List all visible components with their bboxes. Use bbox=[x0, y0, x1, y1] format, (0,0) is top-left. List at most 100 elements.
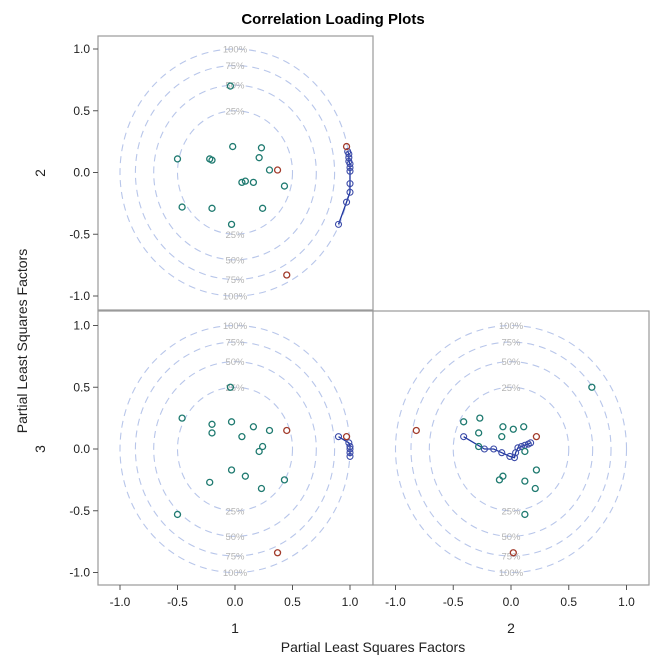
predictor-point bbox=[265, 166, 274, 174]
panel-frame bbox=[97, 35, 374, 311]
observation-point bbox=[346, 167, 354, 175]
circle-label-50pct: 50% bbox=[225, 81, 245, 92]
circle-label-50pct: 50% bbox=[225, 532, 245, 543]
predictor-point bbox=[208, 429, 216, 437]
predictor-point bbox=[475, 429, 483, 437]
circle-label-75pct: 75% bbox=[501, 551, 521, 562]
predictor-point bbox=[227, 220, 236, 229]
predictor-point bbox=[241, 177, 250, 185]
circle-label-100pct: 100% bbox=[499, 321, 524, 332]
x-tick-label: 1.0 bbox=[618, 595, 635, 609]
circle-label-100pct: 100% bbox=[499, 568, 524, 579]
predictor-point bbox=[226, 82, 235, 90]
predictor-point bbox=[509, 425, 517, 433]
circle-label-50pct: 50% bbox=[501, 532, 521, 543]
predictor-point bbox=[227, 418, 236, 426]
circle-label-25pct: 25% bbox=[501, 506, 521, 517]
circle-label-100pct: 100% bbox=[223, 292, 248, 303]
predictor-point bbox=[227, 466, 236, 474]
col-label-factor-1: 1 bbox=[231, 620, 239, 636]
predictor-point bbox=[521, 477, 529, 485]
x-tick-label: -0.5 bbox=[167, 595, 188, 609]
observation-point bbox=[346, 452, 354, 460]
x-tick-label: 0.5 bbox=[284, 595, 301, 609]
observation-point bbox=[346, 449, 354, 457]
predictor-point bbox=[588, 383, 596, 391]
observation-point bbox=[517, 442, 525, 451]
y-tick-label: 1.0 bbox=[73, 42, 90, 56]
predictor-point bbox=[531, 484, 539, 493]
observation-point bbox=[514, 444, 522, 452]
observation-point bbox=[344, 147, 352, 156]
row-label-factor-2: 2 bbox=[32, 169, 48, 177]
predictor-point bbox=[521, 447, 529, 456]
predictor-point bbox=[280, 476, 289, 484]
circle-label-75pct: 75% bbox=[501, 338, 521, 349]
predictor-point bbox=[208, 204, 216, 212]
col-label-factor-2: 2 bbox=[507, 620, 515, 636]
predictor-point bbox=[226, 383, 235, 391]
predictor-point bbox=[208, 156, 216, 164]
predictor-point bbox=[238, 178, 246, 187]
circle-label-75pct: 75% bbox=[225, 61, 245, 72]
variance-circle-50pct bbox=[153, 84, 317, 261]
response-point bbox=[412, 426, 420, 435]
predictor-point bbox=[520, 423, 528, 431]
response-point bbox=[283, 271, 291, 279]
predictor-point bbox=[255, 447, 263, 456]
predictor-point bbox=[532, 466, 541, 474]
variance-circle-25pct bbox=[176, 110, 294, 235]
observation-point bbox=[480, 445, 488, 453]
observation-point bbox=[334, 433, 343, 441]
panel-frame bbox=[97, 310, 374, 586]
circle-label-25pct: 25% bbox=[225, 106, 245, 117]
circle-label-100pct: 100% bbox=[223, 45, 248, 56]
predictor-point bbox=[258, 204, 267, 212]
y-tick-label: 1.0 bbox=[73, 319, 90, 333]
observation-point bbox=[527, 439, 535, 447]
predictor-point bbox=[238, 432, 246, 441]
variance-circle-75pct bbox=[134, 341, 336, 557]
y-tick-label: -0.5 bbox=[69, 227, 90, 241]
variance-circle-50pct bbox=[428, 361, 594, 537]
row-label-factor-3: 3 bbox=[32, 445, 48, 453]
response-point bbox=[283, 426, 291, 435]
predictor-point bbox=[206, 478, 214, 486]
circle-label-25pct: 25% bbox=[225, 383, 245, 394]
y-tick-label: 0.5 bbox=[73, 104, 90, 118]
predictor-point bbox=[208, 420, 216, 428]
observation-point bbox=[498, 449, 506, 457]
observation-point bbox=[346, 188, 354, 196]
y-tick-label: -1.0 bbox=[69, 289, 90, 303]
observation-point bbox=[346, 445, 354, 453]
panel-factor-1-vs-2: 100% 100% 75% 75% 50% 50% 25% 25% -1.0 -0.5 0.0 0.5… bbox=[69, 35, 374, 311]
y-tick-label: 0.5 bbox=[73, 380, 90, 394]
predictor-point bbox=[495, 476, 504, 484]
predictor-point bbox=[498, 432, 506, 441]
circle-label-75pct: 75% bbox=[225, 338, 245, 349]
predictor-point bbox=[265, 426, 274, 435]
predictor-point bbox=[521, 510, 529, 519]
circle-label-50pct: 50% bbox=[225, 357, 245, 368]
x-tick-label: 0.0 bbox=[503, 595, 520, 609]
circle-label-25pct: 25% bbox=[225, 230, 245, 241]
observation-point bbox=[490, 445, 498, 453]
y-tick-label: -0.5 bbox=[69, 504, 90, 518]
circle-label-100pct: 100% bbox=[223, 568, 248, 579]
observation-point bbox=[346, 180, 354, 188]
x-tick-label: 0.0 bbox=[227, 595, 244, 609]
response-point bbox=[273, 549, 282, 557]
variance-circle-50pct bbox=[153, 361, 317, 537]
circle-label-50pct: 50% bbox=[501, 357, 521, 368]
predictor-point bbox=[178, 414, 186, 422]
x-tick-label: -1.0 bbox=[110, 595, 131, 609]
panel-frame bbox=[372, 310, 650, 586]
variance-circle-75pct bbox=[134, 64, 336, 281]
response-point bbox=[532, 432, 541, 441]
predictor-point bbox=[257, 484, 266, 493]
predictor-point bbox=[499, 423, 507, 431]
x-tick-label: -0.5 bbox=[443, 595, 464, 609]
response-point bbox=[273, 166, 282, 174]
y-axis-label: Partial Least Squares Factors bbox=[14, 249, 30, 433]
circle-label-75pct: 75% bbox=[225, 275, 245, 286]
